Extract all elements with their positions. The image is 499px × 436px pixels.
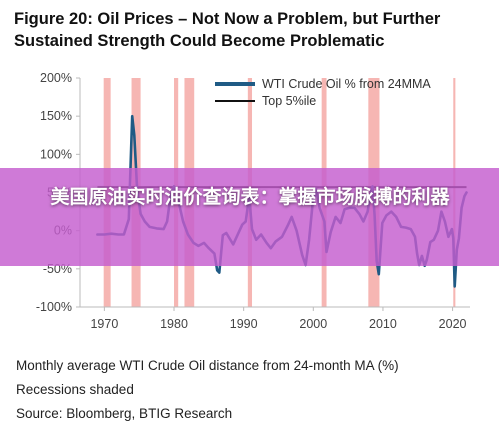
y-tick-label-4: 100% — [40, 147, 72, 161]
x-tick-label-3: 2000 — [299, 317, 327, 331]
x-tick-label-5: 2020 — [439, 317, 467, 331]
x-tick-label-4: 2010 — [369, 317, 397, 331]
legend-label-top5: Top 5%ile — [262, 94, 316, 108]
x-tick-label-0: 1970 — [90, 317, 118, 331]
footnote-source: Source: Bloomberg, BTIG Research — [16, 406, 233, 421]
figure-title: Figure 20: Oil Prices – Not Now a Proble… — [14, 10, 441, 50]
overlay-banner-text: 美国原油实时油价查询表：掌握市场脉搏的利器 — [50, 187, 450, 208]
footnote-description: Monthly average WTI Crude Oil distance f… — [16, 358, 399, 373]
overlay-banner — [0, 168, 499, 266]
y-tick-label-6: 200% — [40, 71, 72, 85]
footnote-recessions: Recessions shaded — [16, 382, 134, 397]
y-tick-label-5: 150% — [40, 109, 72, 123]
x-tick-label-2: 1990 — [230, 317, 258, 331]
x-tick-label-1: 1980 — [160, 317, 188, 331]
y-tick-label-0: -100% — [36, 300, 72, 314]
legend-label-wti: WTI Crude Oil % from 24MMA — [262, 77, 431, 91]
chart-legend: WTI Crude Oil % from 24MMA Top 5%ile — [215, 77, 431, 108]
